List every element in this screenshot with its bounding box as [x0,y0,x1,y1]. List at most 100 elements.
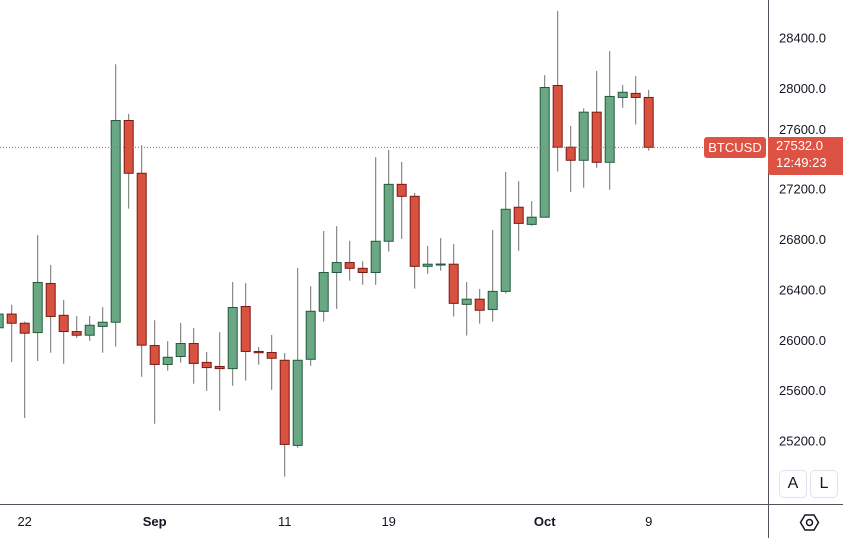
candle-body [0,313,4,329]
candle-body [214,365,225,370]
candle [201,352,212,391]
candle-body [253,350,264,354]
candle-body [32,281,43,334]
candle [539,75,550,218]
candle [19,321,30,418]
log-scale-button[interactable]: L [810,470,838,498]
price-tick-label: 26800.0 [779,232,826,247]
candle [318,230,329,322]
candle [513,181,524,251]
candle-body [123,119,134,174]
candle [175,322,186,363]
bar-countdown: 12:49:23 [776,155,827,170]
candle [357,261,368,285]
candle [162,341,173,371]
candle [6,304,17,363]
candle [123,113,134,209]
price-tick-label: 25600.0 [779,383,826,398]
candle [84,316,95,341]
candle [71,316,82,338]
candle [97,307,108,353]
candle-body [435,263,446,266]
candle-body [422,263,433,267]
candle-body [565,146,576,161]
price-tick-label: 27200.0 [779,182,826,197]
candle-body [266,351,277,359]
date-tick-label: 22 [17,514,31,529]
candle-body [630,92,641,98]
settings-icon[interactable] [799,512,820,533]
last-price-value: 27532.0 [776,138,823,153]
candle [214,332,225,411]
candle-body [552,84,563,148]
candle-body [500,208,511,292]
candle-body [474,298,485,311]
candle [448,244,459,317]
candle-body [461,298,472,305]
candle-body [357,267,368,274]
candle-body [344,262,355,269]
candle [227,282,238,386]
price-tick-label: 27600.0 [779,122,826,137]
candle [240,283,251,381]
candle-body [149,345,160,365]
candle-body [19,322,30,334]
candle-body [292,359,303,446]
candle-body [71,331,82,336]
candle-body [175,343,186,358]
candle [526,201,537,226]
candle-body [331,262,342,274]
candle-body [383,183,394,242]
candle-body [448,263,459,304]
date-tick-label: 9 [645,514,652,529]
candle [396,161,407,239]
candle-body [201,361,212,369]
candle [461,282,472,336]
price-axis[interactable]: 25200.0 25600.0 26000.0 26400.0 26800.0 27200… [779,31,826,449]
candle-body [539,86,550,218]
price-tick-label: 28000.0 [779,81,826,96]
candle-body [240,306,251,352]
auto-scale-button[interactable]: A [779,470,807,498]
date-tick-label: 19 [381,514,395,529]
candle [188,328,199,384]
candle [552,10,563,172]
candle-body [110,119,121,323]
date-tick-label: Oct [534,514,556,529]
candle [383,149,394,252]
candle [253,346,264,365]
candle-body [318,272,329,312]
candle-body [643,96,654,148]
candle [435,238,446,271]
candle-body [591,111,602,163]
price-tick-label: 26400.0 [779,282,826,297]
candle-body [84,324,95,336]
candles-layer [0,10,654,477]
candle [0,313,4,329]
candle [500,171,511,294]
candle-body [162,356,173,365]
candle-body [6,313,17,324]
candle [292,267,303,448]
candle [305,286,316,366]
time-axis[interactable]: 22 Sep 11 19 Oct 9 [17,514,652,529]
candle-body [409,195,420,267]
price-tick-label: 28400.0 [779,31,826,46]
last-price-label: 27532.0 12:49:23 [768,137,843,175]
price-tick-label: 26000.0 [779,333,826,348]
candle [591,70,602,168]
symbol-label: BTCUSD [704,137,766,158]
candle [370,157,381,285]
candle-body [604,95,615,163]
candle-body [136,172,147,346]
candle [45,264,56,353]
candle [344,240,355,281]
candle [279,353,290,477]
candle [565,125,576,192]
candle [266,334,277,390]
candle-body [526,216,537,225]
price-tick-label: 25200.0 [779,434,826,449]
candle [474,288,485,324]
candle-body [578,111,589,161]
